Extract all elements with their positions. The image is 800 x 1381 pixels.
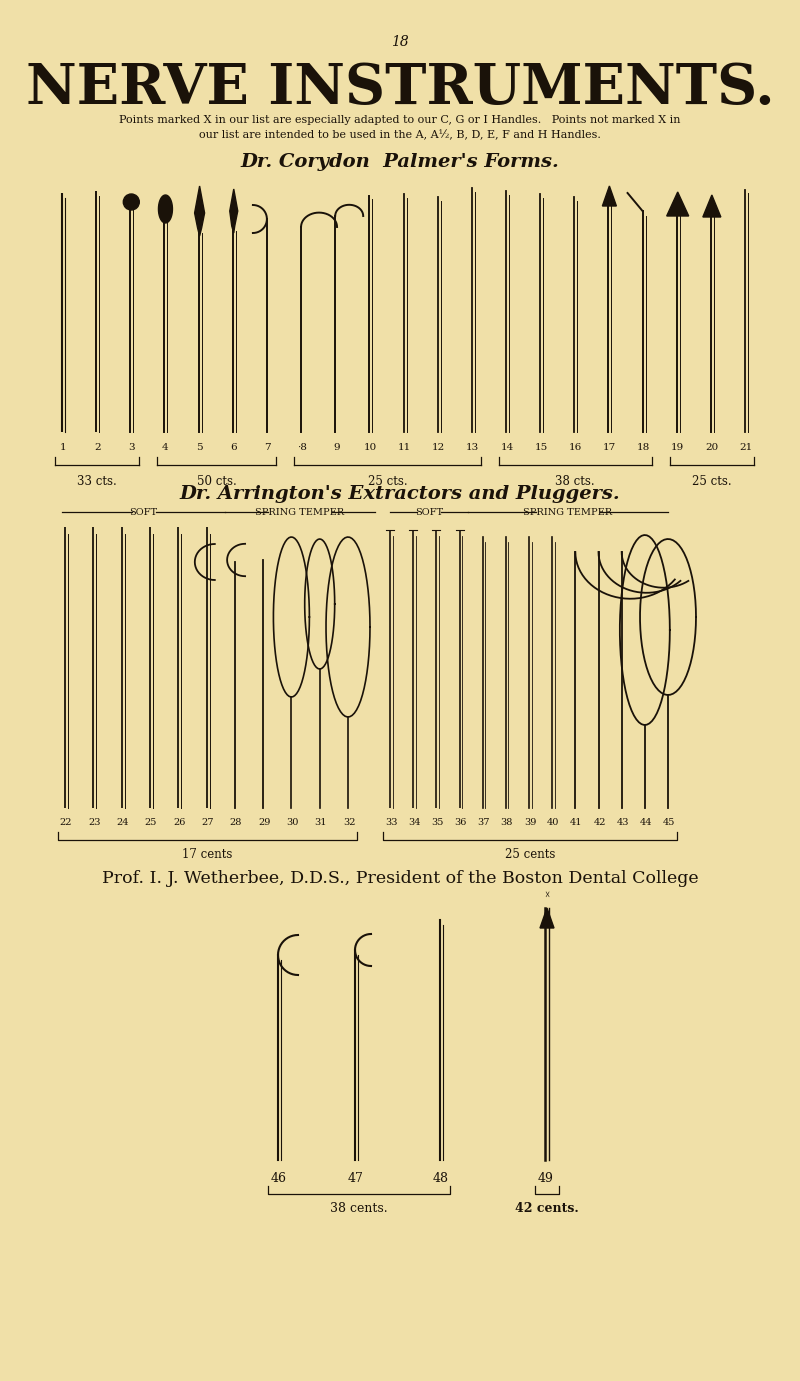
Text: 7: 7 (265, 443, 271, 452)
Text: ·8: ·8 (297, 443, 307, 452)
Text: 38: 38 (501, 818, 513, 827)
Text: 17 cents: 17 cents (182, 848, 233, 860)
Text: 28: 28 (230, 818, 242, 827)
Text: 33 cts.: 33 cts. (78, 475, 117, 487)
Polygon shape (666, 192, 689, 215)
Polygon shape (540, 907, 554, 928)
Text: 16: 16 (569, 443, 582, 452)
Text: Points marked X in our list are especially adapted to our C, G or I Handles.   P: Points marked X in our list are especial… (119, 115, 681, 126)
Text: 25: 25 (145, 818, 157, 827)
Text: 25 cts.: 25 cts. (368, 475, 407, 487)
Text: our list are intended to be used in the A, A½, B, D, E, F and H Handles.: our list are intended to be used in the … (199, 130, 601, 141)
Text: 33: 33 (385, 818, 398, 827)
Text: 41: 41 (570, 818, 582, 827)
Text: 26: 26 (173, 818, 186, 827)
Text: 38 cents.: 38 cents. (330, 1201, 388, 1215)
Text: 38 cts.: 38 cts. (555, 475, 595, 487)
Polygon shape (602, 186, 616, 206)
Text: SOFT: SOFT (415, 507, 443, 516)
Text: 40: 40 (547, 818, 559, 827)
Text: 18: 18 (391, 35, 409, 48)
Text: 2: 2 (94, 443, 101, 452)
Text: Prof. I. J. Wetherbee, D.D.S., President of the Boston Dental College: Prof. I. J. Wetherbee, D.D.S., President… (102, 870, 698, 887)
Text: 34: 34 (408, 818, 421, 827)
Polygon shape (158, 195, 173, 222)
Text: 35: 35 (431, 818, 443, 827)
Text: Dr. Arrington's Extractors and Pluggers.: Dr. Arrington's Extractors and Pluggers. (180, 485, 620, 503)
Text: 48: 48 (433, 1172, 449, 1185)
Text: 21: 21 (739, 443, 753, 452)
Text: 24: 24 (116, 818, 129, 827)
Text: 13: 13 (466, 443, 479, 452)
Text: SPRING TEMPER: SPRING TEMPER (255, 507, 345, 516)
Text: 44: 44 (639, 818, 652, 827)
Text: 27: 27 (202, 818, 214, 827)
Text: 42: 42 (594, 818, 606, 827)
Text: SOFT: SOFT (130, 507, 158, 516)
Text: 22: 22 (60, 818, 72, 827)
Text: 10: 10 (364, 443, 377, 452)
Text: 5: 5 (196, 443, 203, 452)
Text: 3: 3 (128, 443, 134, 452)
Text: 23: 23 (88, 818, 101, 827)
Text: 29: 29 (258, 818, 270, 827)
Text: 6: 6 (230, 443, 237, 452)
Text: 49: 49 (538, 1172, 554, 1185)
Text: 4: 4 (162, 443, 169, 452)
Text: 31: 31 (314, 818, 327, 827)
Text: 14: 14 (500, 443, 514, 452)
Text: 42 cents.: 42 cents. (515, 1201, 579, 1215)
Text: 19: 19 (671, 443, 684, 452)
Text: Dr. Corydon  Palmer's Forms.: Dr. Corydon Palmer's Forms. (241, 153, 559, 171)
Text: 46: 46 (271, 1172, 287, 1185)
Text: 20: 20 (706, 443, 718, 452)
Text: 43: 43 (617, 818, 629, 827)
Text: NERVE INSTRUMENTS.: NERVE INSTRUMENTS. (26, 61, 774, 116)
Polygon shape (230, 189, 238, 233)
Text: 25 cts.: 25 cts. (692, 475, 732, 487)
Text: 17: 17 (602, 443, 616, 452)
Text: 11: 11 (398, 443, 411, 452)
Text: 45: 45 (663, 818, 675, 827)
Text: 18: 18 (637, 443, 650, 452)
Text: 37: 37 (478, 818, 490, 827)
Polygon shape (194, 186, 205, 236)
Circle shape (123, 193, 139, 210)
Text: ☓: ☓ (544, 889, 550, 900)
Text: 25 cents: 25 cents (505, 848, 555, 860)
Text: 32: 32 (342, 818, 355, 827)
Text: 50 cts.: 50 cts. (197, 475, 237, 487)
Text: SPRING TEMPER: SPRING TEMPER (523, 507, 613, 516)
Text: 30: 30 (286, 818, 298, 827)
Text: 39: 39 (524, 818, 536, 827)
Text: 36: 36 (454, 818, 466, 827)
Text: 15: 15 (534, 443, 548, 452)
Text: 9: 9 (333, 443, 339, 452)
Text: 47: 47 (348, 1172, 364, 1185)
Text: 12: 12 (432, 443, 446, 452)
Polygon shape (703, 195, 721, 217)
Text: 1: 1 (60, 443, 66, 452)
